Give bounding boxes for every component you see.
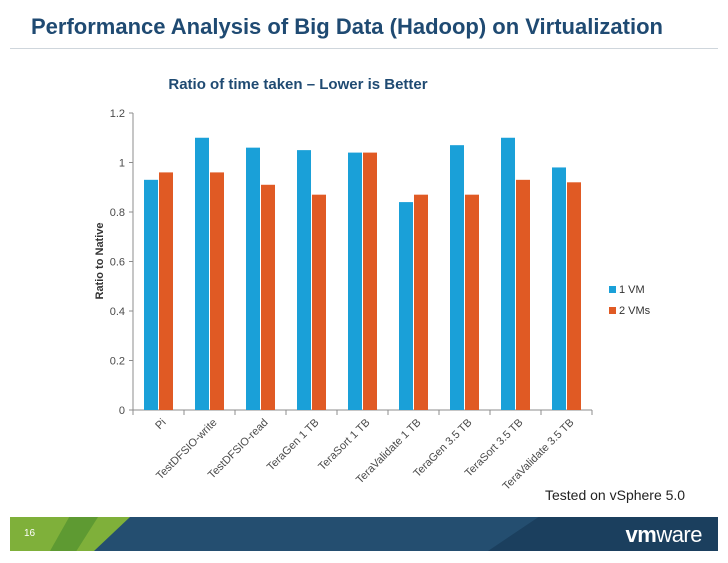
bar-series1 xyxy=(144,179,158,410)
y-tick-label: 0 xyxy=(119,405,125,417)
bar-chart: Ratio of time taken – Lower is Better Ra… xyxy=(94,76,651,493)
bar-series1 xyxy=(399,202,413,410)
y-axis-title: Ratio to Native xyxy=(94,222,106,299)
bar-series2 xyxy=(414,194,428,410)
bar-series2 xyxy=(465,194,479,410)
y-tick-label: 1 xyxy=(119,158,125,170)
bar-series1 xyxy=(297,150,311,410)
vmware-logo: vmware xyxy=(625,522,703,548)
bar-series2 xyxy=(312,194,326,410)
y-tick-label: 1.2 xyxy=(110,108,125,120)
bar-series2 xyxy=(159,172,173,410)
bar-series1 xyxy=(195,137,209,410)
bar-series2 xyxy=(210,172,224,410)
bar-series1 xyxy=(552,167,566,410)
legend-label: 1 VM xyxy=(619,284,645,296)
chart-title: Ratio of time taken – Lower is Better xyxy=(168,76,427,93)
vmware-logo-vm: vm xyxy=(625,522,657,547)
legend-swatch xyxy=(609,307,616,314)
footnote: Tested on vSphere 5.0 xyxy=(545,487,686,503)
legend-label: 2 VMs xyxy=(619,305,651,317)
x-tick-label: Pi xyxy=(153,417,168,432)
y-tick-label: 0.8 xyxy=(110,207,125,219)
bar-series2 xyxy=(261,184,275,410)
bar-series2 xyxy=(567,182,581,410)
bar-series1 xyxy=(246,147,260,410)
vmware-logo-ware: ware xyxy=(656,522,702,547)
footer-bar: 16 vmware xyxy=(10,517,718,551)
y-tick-label: 0.2 xyxy=(110,356,125,368)
bar-series1 xyxy=(501,137,515,410)
slide-title: Performance Analysis of Big Data (Hadoop… xyxy=(31,14,663,39)
bar-series2 xyxy=(516,179,530,410)
bar-series1 xyxy=(450,145,464,411)
page-number: 16 xyxy=(24,528,36,539)
y-tick-label: 0.4 xyxy=(110,306,125,318)
title-divider xyxy=(10,48,718,49)
x-tick-label: TeraGen 1 TB xyxy=(265,417,322,474)
x-tick-label: TeraSort 1 TB xyxy=(316,417,372,473)
y-tick-label: 0.6 xyxy=(110,257,125,269)
legend-swatch xyxy=(609,286,616,293)
bar-series1 xyxy=(348,152,362,410)
bar-series2 xyxy=(363,152,377,410)
